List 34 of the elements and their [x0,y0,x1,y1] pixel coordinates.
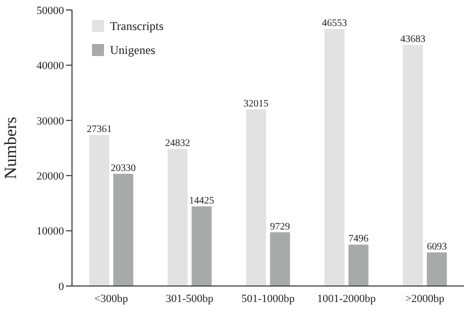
bar [426,252,447,286]
data-label: 9729 [270,221,290,232]
bar [348,244,368,286]
y-tick-label: 20000 [36,170,64,183]
data-label: 7496 [348,234,368,245]
bar [113,174,134,286]
x-tick-label: <300bp [94,292,129,305]
x-tick-label: 501-1000bp [241,292,296,305]
x-tick-label: 301-500bp [166,292,214,305]
bar [168,148,188,286]
bar [324,29,344,286]
x-tick-label: 1001-2000bp [317,292,376,305]
y-tick-label: 30000 [36,115,64,128]
y-tick-label: 10000 [36,226,64,238]
data-label: 27361 [86,124,112,135]
data-label: 32015 [244,98,269,110]
y-tick-label: 0 [58,280,64,293]
data-label: 46553 [322,18,347,30]
bar [246,109,266,286]
data-label: 6093 [426,241,447,252]
data-label: 24832 [165,138,190,149]
y-tick-label: 50000 [36,4,64,17]
x-tick-label: >2000bp [405,292,445,305]
legend-label: Transcripts [110,18,164,34]
bar [192,206,212,286]
y-axis-title: Numbers [1,116,20,180]
data-label: 20330 [110,162,136,174]
data-label: 43683 [400,34,426,45]
y-tick-label: 40000 [36,60,64,72]
data-label: 14425 [189,195,214,206]
bar [89,134,110,286]
legend-label: Unigenes [110,42,156,58]
bar [402,44,423,286]
bar [270,232,290,286]
